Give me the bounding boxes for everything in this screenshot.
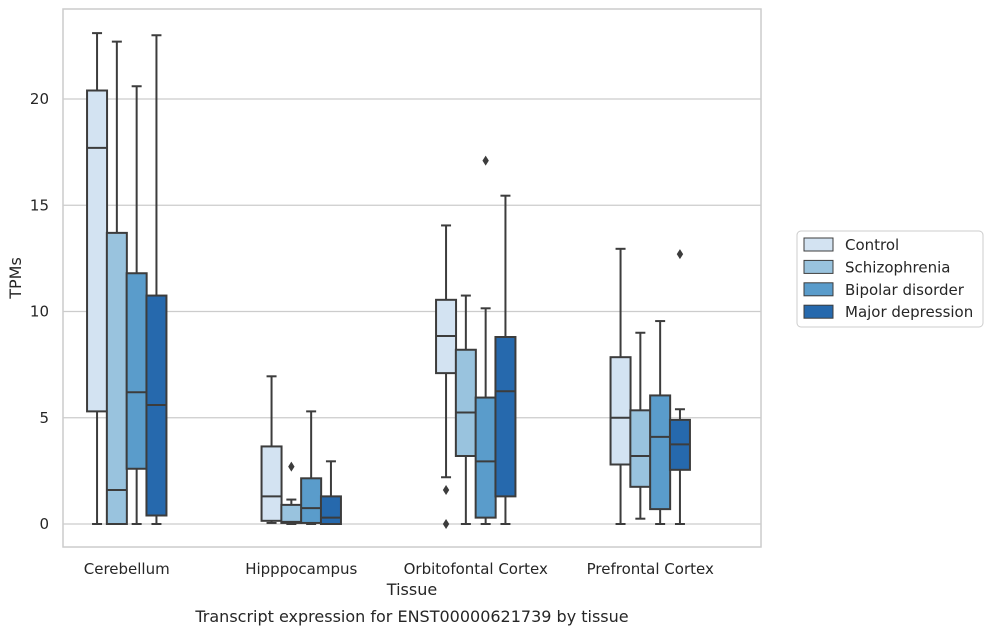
x-tick-label: Cerebellum bbox=[84, 560, 170, 578]
x-tick-labels: Cerebellum Hipppocampus Orbitofontal Corte… bbox=[84, 560, 714, 578]
box-major-depression bbox=[319, 460, 342, 525]
box-control bbox=[260, 375, 283, 524]
chart-caption: Transcript expression for ENST0000062173… bbox=[194, 607, 628, 626]
box-series bbox=[86, 32, 691, 529]
box-bipolar-disorder bbox=[125, 85, 148, 525]
legend-label: Schizophrenia bbox=[845, 258, 950, 276]
legend-swatch bbox=[803, 259, 834, 274]
x-tick-label: Prefrontal Cortex bbox=[587, 560, 714, 578]
legend-frame bbox=[796, 230, 984, 328]
iqr-box bbox=[105, 231, 128, 525]
iqr-box bbox=[494, 336, 517, 498]
y-tick-label: 0 bbox=[39, 515, 49, 533]
iqr-box bbox=[300, 477, 323, 524]
iqr-box bbox=[319, 495, 342, 525]
iqr-box bbox=[629, 409, 652, 488]
iqr-box bbox=[86, 89, 109, 413]
y-tick-label: 10 bbox=[30, 303, 49, 321]
box-schizophrenia bbox=[280, 461, 303, 525]
plot-frame bbox=[62, 8, 762, 548]
outlier-point bbox=[442, 485, 450, 495]
box-bipolar-disorder bbox=[474, 155, 497, 525]
outlier-point bbox=[442, 519, 450, 529]
legend-swatch bbox=[803, 304, 834, 319]
box-control bbox=[435, 224, 458, 529]
box-schizophrenia bbox=[454, 294, 477, 525]
y-tick-label: 20 bbox=[30, 90, 49, 108]
iqr-box bbox=[260, 445, 283, 522]
iqr-box bbox=[649, 394, 672, 511]
box-major-depression bbox=[145, 34, 168, 525]
box-schizophrenia bbox=[105, 40, 128, 525]
y-tick-label: 5 bbox=[39, 409, 49, 427]
box-bipolar-disorder bbox=[300, 410, 323, 525]
iqr-box bbox=[609, 356, 632, 466]
y-tick-label: 15 bbox=[30, 196, 49, 214]
legend-swatch bbox=[803, 237, 834, 252]
iqr-box bbox=[454, 348, 477, 457]
x-tick-label: Hipppocampus bbox=[245, 560, 357, 578]
outlier-point bbox=[482, 155, 489, 166]
outlier-point bbox=[676, 249, 684, 260]
y-tick-labels: 0 5 10 15 20 bbox=[30, 90, 49, 533]
legend-label: Control bbox=[845, 236, 899, 254]
box-major-depression bbox=[668, 249, 691, 525]
legend-swatch bbox=[803, 282, 834, 297]
iqr-box bbox=[125, 272, 148, 470]
legend: Control Schizophrenia Bipolar disorder Majo… bbox=[796, 230, 984, 328]
box-control bbox=[609, 247, 632, 525]
x-tick-label: Orbitofontal Cortex bbox=[404, 560, 548, 578]
x-axis-label: Tissue bbox=[386, 580, 437, 599]
box-control bbox=[86, 32, 109, 525]
outlier-point bbox=[288, 461, 295, 472]
legend-label: Major depression bbox=[845, 303, 973, 321]
box-schizophrenia bbox=[629, 331, 652, 520]
box-bipolar-disorder bbox=[649, 320, 672, 525]
legend-label: Bipolar disorder bbox=[845, 281, 965, 299]
iqr-box bbox=[474, 396, 497, 519]
y-axis-label: TPMs bbox=[6, 257, 25, 300]
box-major-depression bbox=[494, 194, 517, 525]
iqr-box bbox=[280, 503, 303, 524]
